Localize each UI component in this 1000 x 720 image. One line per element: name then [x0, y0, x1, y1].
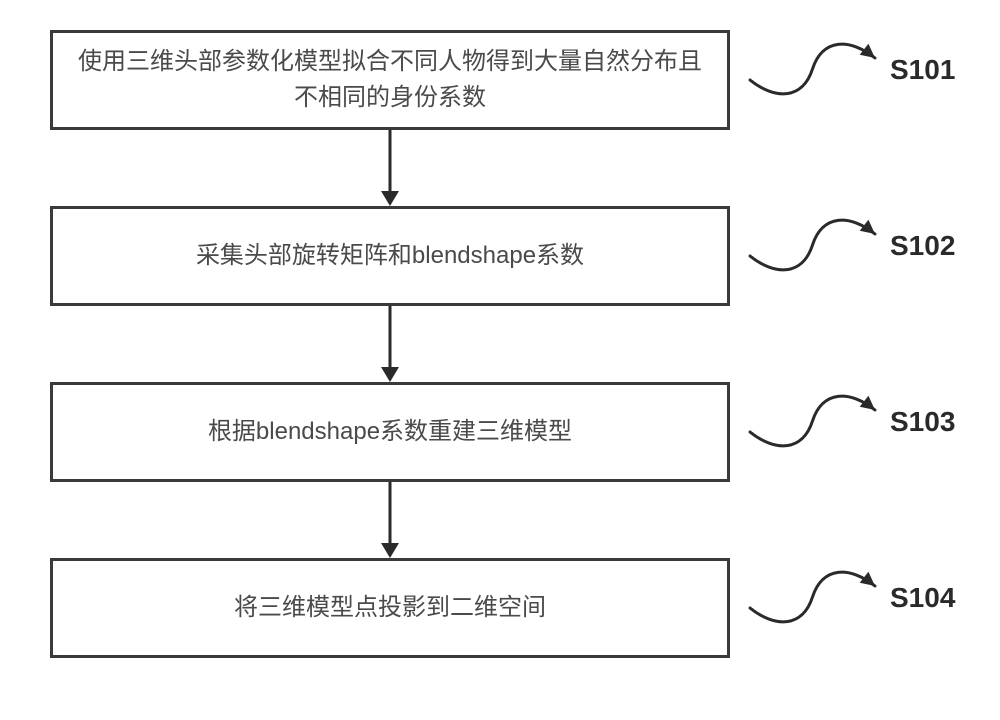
squiggle-s104	[20, 20, 980, 700]
